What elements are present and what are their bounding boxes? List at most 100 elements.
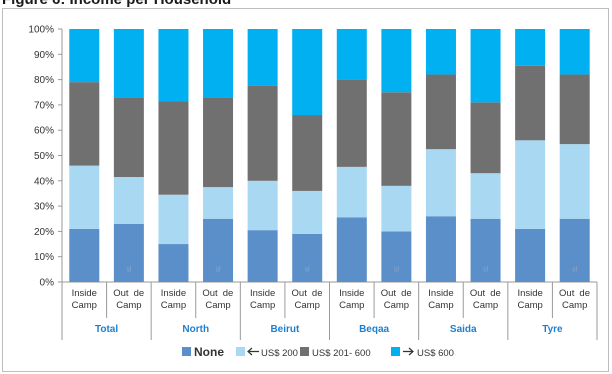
bar-segment (113, 177, 144, 224)
bar-segment (292, 233, 323, 282)
x-group-label: Saida (450, 324, 477, 335)
x-category-label: Camp (473, 300, 498, 311)
bar-segment (470, 218, 501, 282)
bar-segment (247, 29, 278, 86)
legend-arrow-left-icon (247, 347, 259, 356)
bar-segment (336, 29, 367, 80)
y-tick-label: 100% (28, 25, 54, 36)
x-category-label: Inside (339, 288, 364, 299)
bar-segment (247, 180, 278, 231)
legend-swatch (300, 347, 309, 356)
bar-segment (292, 29, 323, 116)
bar-segment (425, 74, 456, 150)
bar-segment (203, 218, 234, 282)
x-category-label: Out (202, 288, 218, 299)
bar-segment (425, 216, 456, 282)
bar-segment (336, 166, 367, 218)
y-tick-label: 20% (34, 227, 54, 238)
bar-mark-label: sl (305, 266, 311, 273)
bar-segment (425, 149, 456, 217)
y-tick-label: 60% (34, 126, 54, 137)
bar-segment (292, 190, 323, 234)
bar-mark-label: sl (216, 266, 222, 273)
bar-segment (559, 144, 590, 219)
x-category-label: Out (113, 288, 129, 299)
x-group-label: Beirut (270, 324, 300, 335)
x-category-label: Camp (295, 300, 320, 311)
x-group-label: Beqaa (359, 324, 389, 335)
bar-segment (247, 230, 278, 282)
bar-segment (559, 74, 590, 145)
y-tick-label: 30% (34, 202, 54, 213)
legend-label: None (194, 345, 224, 359)
bar-segment (515, 65, 546, 141)
x-category-label: Camp (562, 300, 587, 311)
bar-segment (158, 244, 189, 282)
x-category-label: Camp (161, 300, 186, 311)
bar-segment (515, 228, 546, 282)
bar-segment (515, 140, 546, 229)
legend-swatch (182, 347, 191, 356)
x-category-label: Camp (428, 300, 453, 311)
legend-label: US$ 201- 600 (312, 348, 371, 359)
bar-segment (158, 194, 189, 245)
bar-segment (113, 223, 144, 282)
x-category-label: Camp (517, 300, 542, 311)
x-group-label: Tyre (542, 324, 563, 335)
bar-segment (381, 185, 412, 232)
bar-segment (203, 187, 234, 219)
x-group-label: Total (95, 324, 118, 335)
bar-segment (203, 29, 234, 98)
x-category-label: Inside (72, 288, 97, 299)
x-category-label: Camp (72, 300, 97, 311)
bar-mark-label: sl (483, 266, 489, 273)
x-category-label: de (134, 288, 145, 299)
x-category-label: Inside (250, 288, 275, 299)
legend-swatch (236, 347, 245, 356)
bar-segment (113, 29, 144, 98)
x-category-label: de (579, 288, 590, 299)
bar-mark-label: sl (126, 266, 132, 273)
x-category-label: Camp (384, 300, 409, 311)
x-group-label: North (182, 324, 209, 335)
y-tick-label: 50% (34, 151, 54, 162)
bar-mark-label: sl (394, 266, 400, 273)
bar-segment (247, 85, 278, 181)
bar-segment (470, 29, 501, 103)
x-category-label: Inside (517, 288, 542, 299)
bar-segment (515, 29, 546, 66)
x-category-label: Out (381, 288, 397, 299)
bar-segment (336, 217, 367, 282)
x-category-label: Camp (339, 300, 364, 311)
x-category-label: Camp (116, 300, 141, 311)
legend-label: US$ 600 (417, 348, 454, 359)
bar-segment (381, 231, 412, 282)
y-tick-label: 70% (34, 100, 54, 111)
x-category-label: Camp (250, 300, 275, 311)
x-category-label: Inside (161, 288, 186, 299)
x-category-label: Out (470, 288, 486, 299)
x-category-label: Out (559, 288, 575, 299)
y-tick-label: 40% (34, 176, 54, 187)
bar-segment (470, 102, 501, 174)
bar-segment (158, 29, 189, 102)
x-category-label: de (312, 288, 323, 299)
x-category-label: Inside (428, 288, 453, 299)
y-tick-label: 0% (40, 278, 55, 289)
bar-segment (113, 97, 144, 178)
y-tick-label: 80% (34, 75, 54, 86)
bar-segment (559, 218, 590, 282)
bar-segment (470, 173, 501, 219)
x-category-label: de (401, 288, 412, 299)
bar-segment (381, 92, 412, 186)
bar-segment (381, 29, 412, 93)
x-category-label: de (490, 288, 501, 299)
x-category-label: Out (292, 288, 308, 299)
bar-segment (425, 29, 456, 75)
bar-segment (69, 82, 100, 166)
legend-arrow-right-icon (403, 347, 414, 356)
bar-segment (336, 79, 367, 167)
chart-title-clipped: Figure 6: Income per Household (0, 0, 612, 8)
bar-mark-label: sl (572, 266, 578, 273)
